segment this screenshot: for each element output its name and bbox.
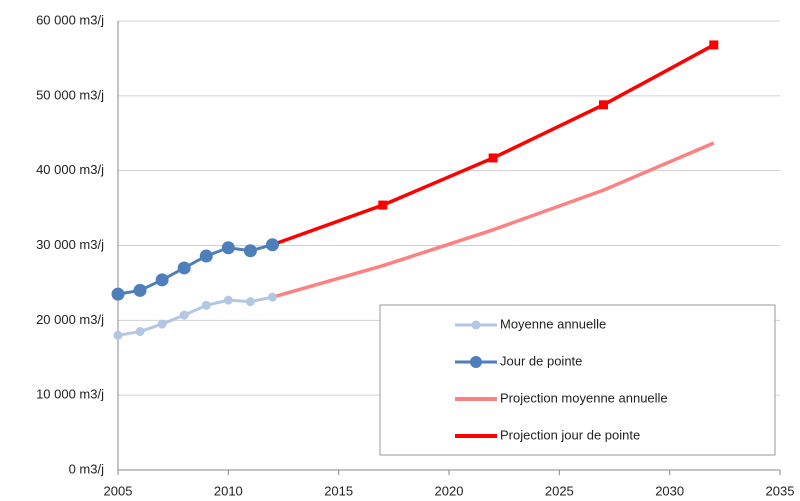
y-tick-label: 40 000 m3/j	[36, 162, 104, 177]
legend-marker	[470, 356, 482, 368]
y-tick-label: 30 000 m3/j	[36, 237, 104, 252]
x-tick-label: 2010	[214, 483, 243, 498]
series-line	[271, 141, 715, 299]
point	[135, 327, 145, 337]
x-tick-label: 2035	[766, 483, 795, 498]
point	[221, 241, 235, 255]
legend-marker	[471, 320, 481, 330]
legend-label: Moyenne annuelle	[500, 316, 606, 331]
x-tick-label: 2020	[435, 483, 464, 498]
point	[243, 244, 257, 258]
point	[378, 200, 388, 210]
point	[133, 283, 147, 297]
point	[488, 153, 498, 163]
point	[157, 319, 167, 329]
x-tick-label: 2015	[324, 483, 353, 498]
point	[223, 295, 233, 305]
point	[245, 297, 255, 307]
point	[199, 249, 213, 263]
series-line	[271, 43, 715, 247]
point	[179, 310, 189, 320]
legend: Moyenne annuelle Jour de pointe Projection…	[379, 304, 776, 456]
legend-label: Projection moyenne annuelle	[500, 390, 668, 405]
point	[265, 238, 279, 252]
point	[113, 330, 123, 340]
y-tick-label: 10 000 m3/j	[36, 387, 104, 402]
legend-box	[379, 304, 776, 456]
y-tick-label: 50 000 m3/j	[36, 87, 104, 102]
legend-label: Jour de pointe	[500, 353, 582, 368]
x-tick-label: 2005	[104, 483, 133, 498]
y-tick-label: 60 000 m3/j	[36, 12, 104, 27]
point	[598, 100, 608, 110]
legend-label: Projection jour de pointe	[500, 427, 640, 442]
point	[267, 292, 277, 302]
point	[201, 300, 211, 310]
point	[155, 273, 169, 287]
point	[709, 40, 719, 50]
x-tick-label: 2030	[655, 483, 684, 498]
y-tick-label: 20 000 m3/j	[36, 312, 104, 327]
x-tick-label: 2025	[545, 483, 574, 498]
point	[177, 261, 191, 275]
y-tick-label: 0 m3/j	[69, 461, 105, 476]
point	[111, 287, 125, 301]
